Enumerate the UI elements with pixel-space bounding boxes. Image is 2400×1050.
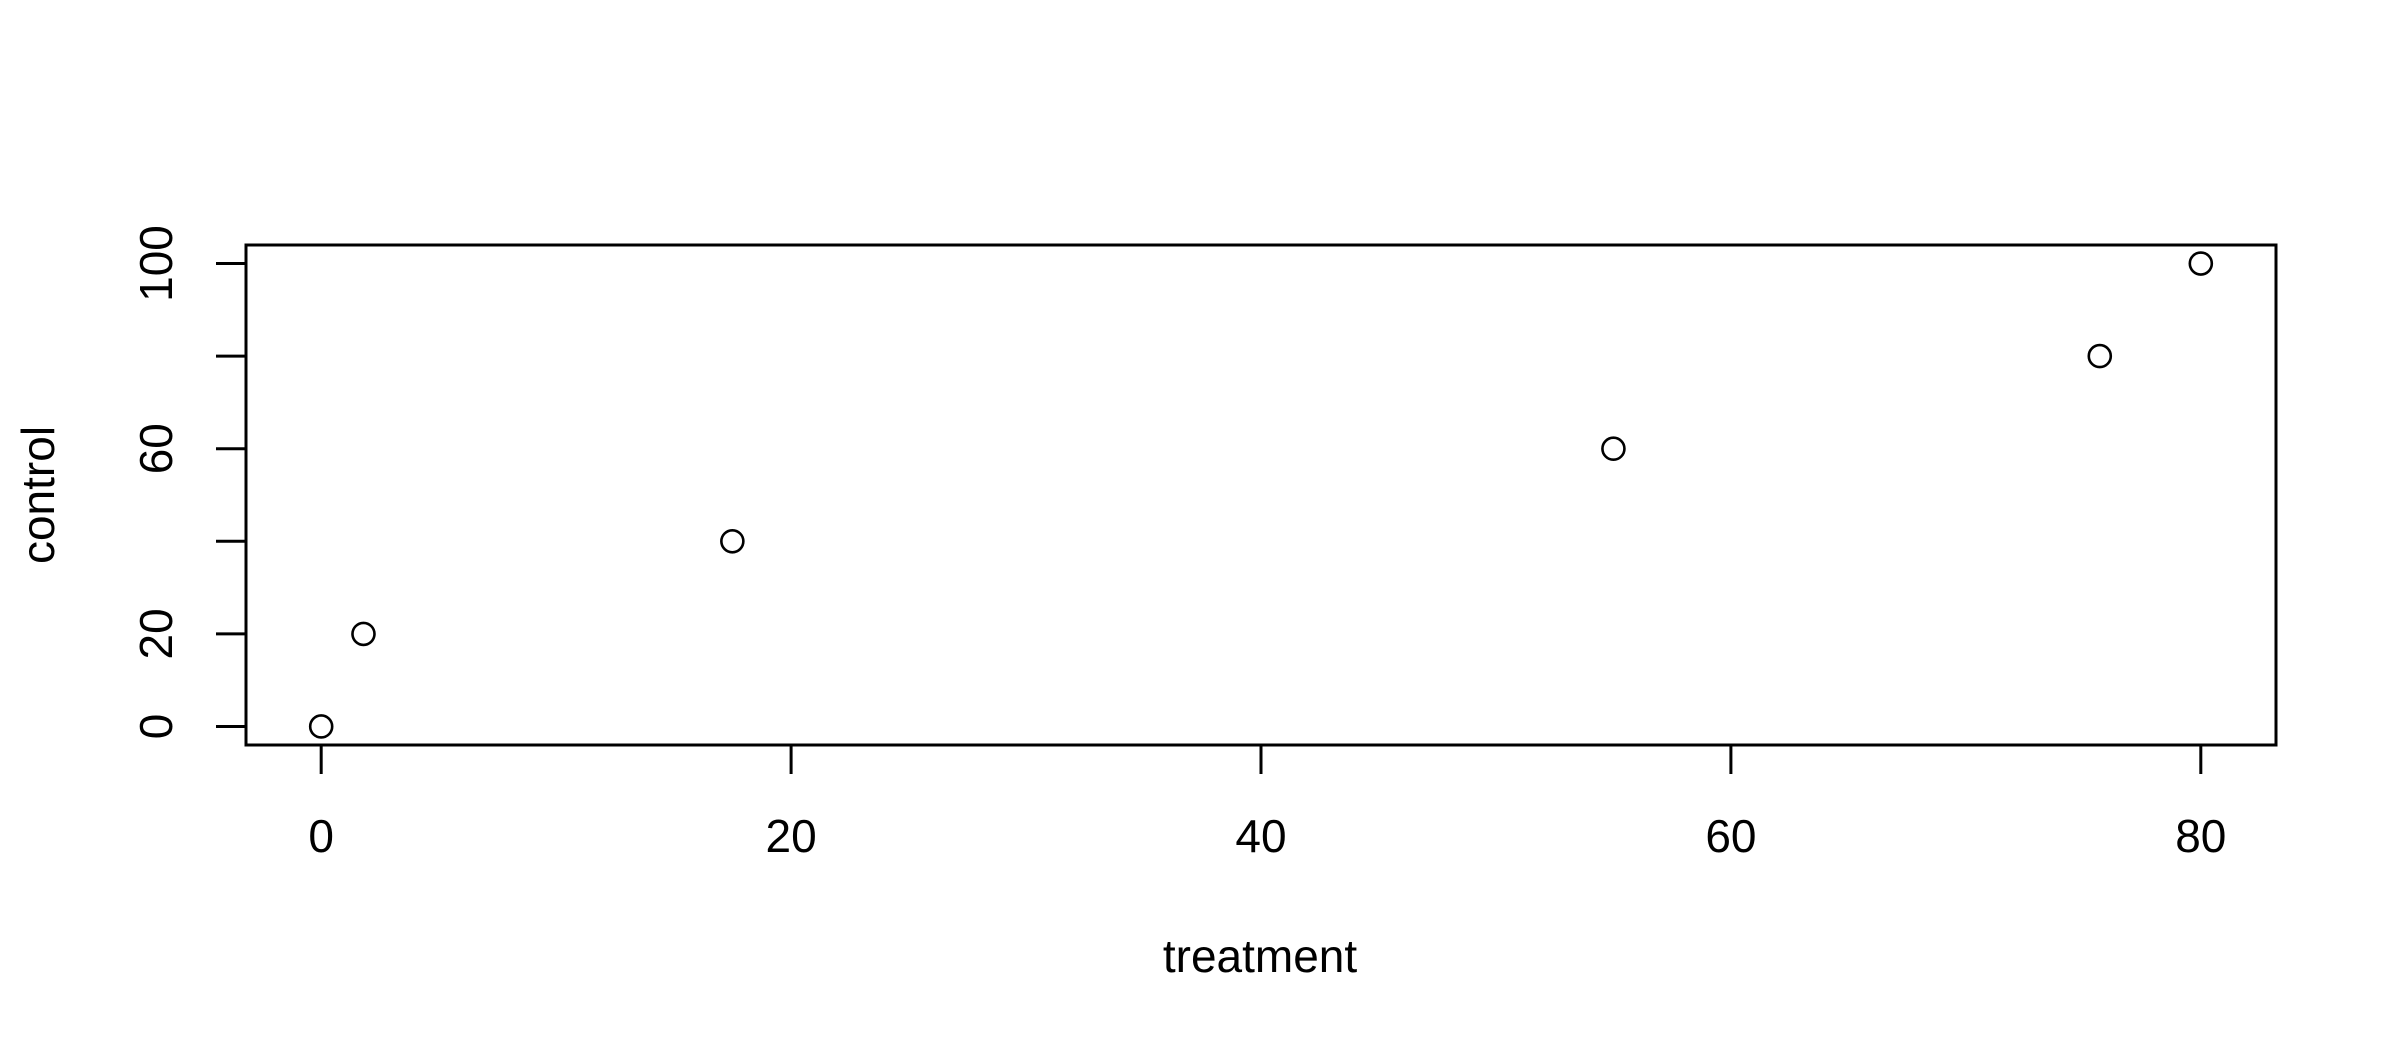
data-point: [2188, 251, 2214, 276]
y-axis-label: control: [12, 426, 64, 564]
plot-frame: [244, 243, 2278, 747]
y-tick-label: 0: [130, 714, 182, 740]
x-axis: 0 20 40 60 80: [308, 743, 2226, 862]
data-point: [2087, 343, 2113, 369]
x-tick-label: 40: [1235, 810, 1286, 862]
data-point: [1601, 436, 1626, 462]
x-tick-label: 80: [2175, 810, 2226, 862]
y-tick-label: 60: [130, 423, 182, 474]
x-tick-label: 0: [308, 810, 334, 862]
data-point: [351, 621, 376, 647]
data-point: [720, 528, 745, 554]
y-tick-label: 20: [130, 608, 182, 659]
data-point: [308, 714, 334, 739]
data-points: [308, 251, 2214, 739]
x-tick-label: 20: [766, 810, 817, 862]
y-tick-label: 100: [130, 225, 182, 302]
y-axis: 0 20 60 100: [130, 225, 248, 740]
x-axis-label: treatment: [1163, 930, 1358, 982]
x-tick-label: 60: [1705, 810, 1756, 862]
